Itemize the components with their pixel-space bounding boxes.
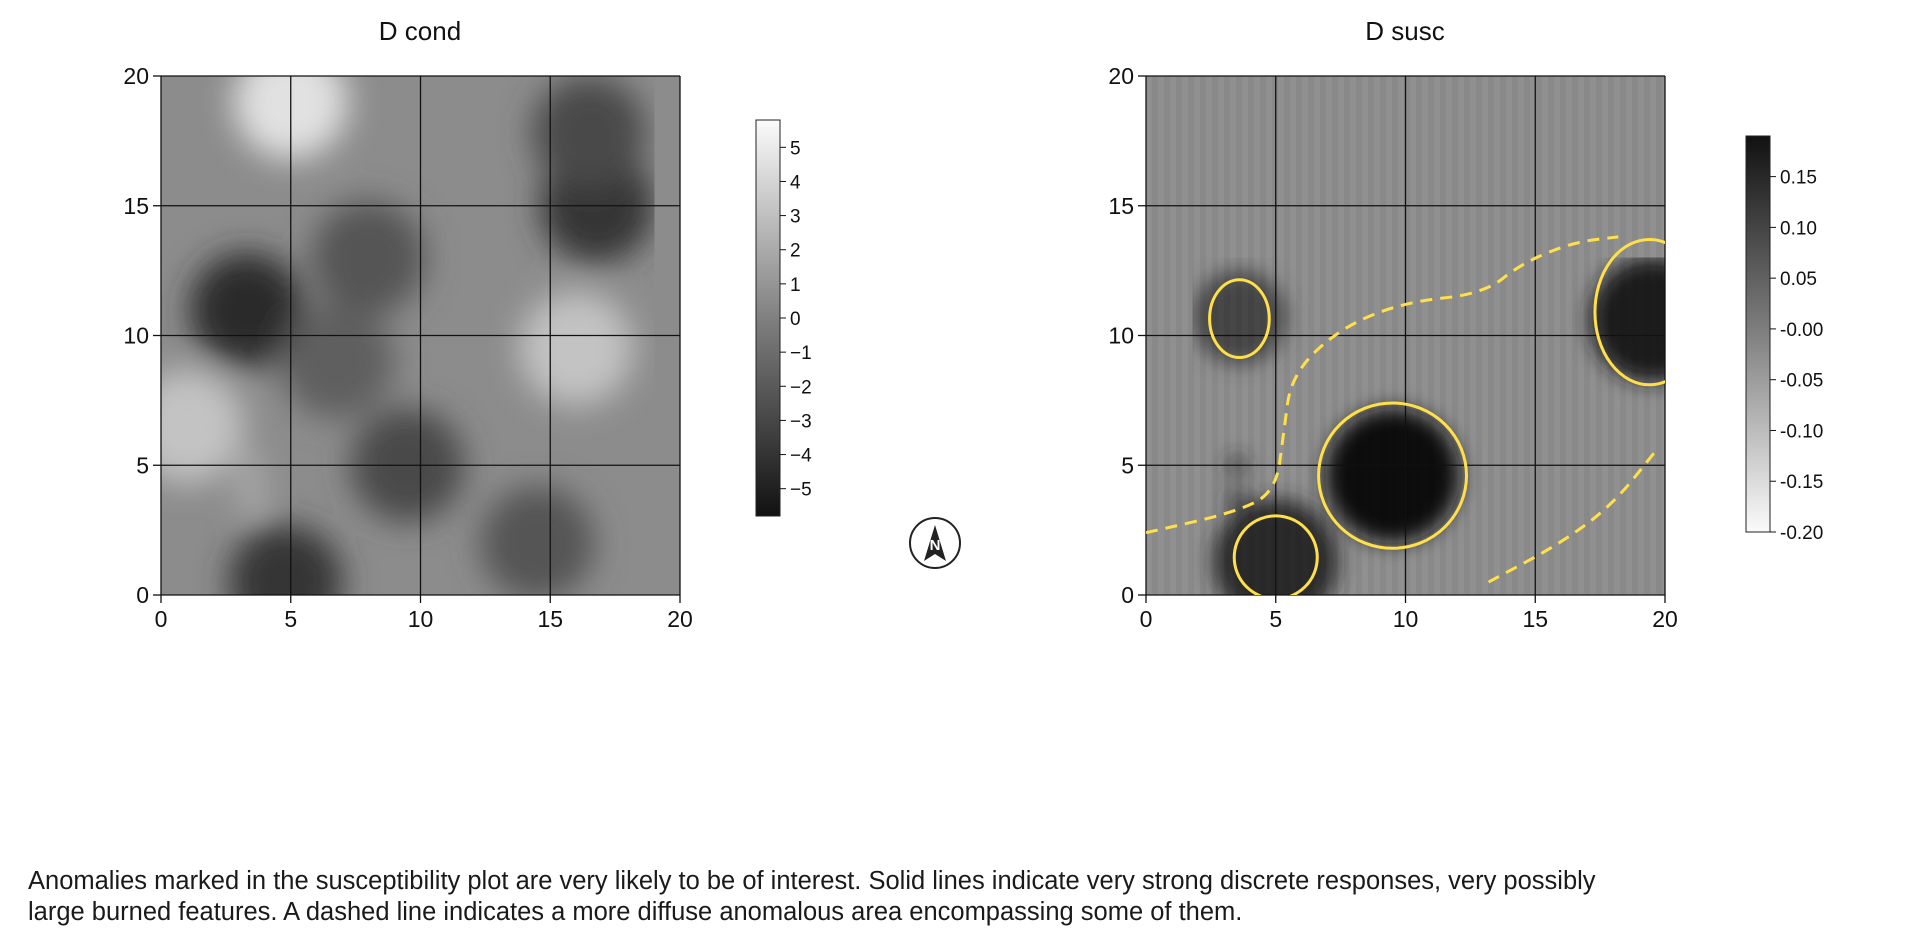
colorbar-gradient [1745,135,1771,533]
heatmap-feature [189,252,304,367]
x-tick-label: 10 [1393,606,1419,632]
heatmap-feature [242,489,261,509]
north-label: N [930,537,941,554]
colorbar-tick-label: 5 [790,138,801,159]
x-tick-label: 5 [1269,606,1282,632]
colorbar-tick-label: -0.00 [1780,320,1823,341]
y-tick-label: 10 [123,323,149,349]
heatmap-feature [532,76,647,191]
colorbar-tick-label: −1 [790,343,812,364]
grid-lines [1145,75,1666,596]
heatmap-feature [280,304,395,419]
x-tick-label: 20 [667,606,693,632]
heatmap-feature [242,458,261,477]
y-tick-label: 0 [1121,582,1134,608]
x-tick-label: 15 [537,606,563,632]
anomaly-annotations [1146,235,1665,595]
colorbar-tick-label: 4 [790,172,801,193]
y-tick-label: 20 [1108,63,1134,89]
anomaly-outline [1317,401,1468,550]
diffuse-area-boundary [1146,235,1619,535]
y-tick-label: 10 [1108,323,1134,349]
colorbar-tick-label: 1 [790,275,801,296]
heatmap-feature [161,369,245,484]
x-tick-label: 5 [284,606,297,632]
colorbar-tick-label: -0.15 [1780,472,1823,493]
colorbar-tick-label: -0.20 [1780,523,1823,544]
anomaly-outline [1593,238,1665,387]
colorbar-tick-label: 0 [790,309,801,330]
colorbar-tick-label: 0.15 [1780,168,1817,189]
colorbar-tick-label: -0.10 [1780,421,1823,442]
colorbar-tick-label: −2 [790,377,812,398]
chart-title: D susc [1365,16,1444,46]
x-tick-label: 0 [1140,606,1153,632]
susceptibility-chart: D susc 0 5 10 15 20 0 5 10 15 20 0.15 0.10 0.05 -0.0… [1108,16,1823,632]
axes: 0 5 10 15 20 0 5 10 15 20 [123,63,692,632]
chart-title: D cond [379,16,461,46]
colorbar-tick-label: 0.10 [1780,218,1817,239]
y-tick-label: 20 [123,63,149,89]
anomaly-outline [1232,514,1319,595]
y-tick-label: 5 [1121,452,1134,478]
y-tick-label: 5 [136,452,149,478]
diffuse-area-boundary [1487,451,1656,584]
x-tick-label: 15 [1522,606,1548,632]
y-tick-label: 0 [136,582,149,608]
colorbar-tick-label: 2 [790,241,801,262]
heatmap-feature [228,524,343,595]
heatmap-feature [480,486,595,595]
figure-caption: Anomalies marked in the susceptibility p… [28,866,1908,928]
axes: 0 5 10 15 20 0 5 10 15 20 [1108,63,1677,632]
heatmap-feature [311,200,426,315]
colorbar: 0.15 0.10 0.05 -0.00 -0.05 -0.10 -0.15 -0.20 [1745,135,1823,544]
colorbar-tick-label: −5 [790,480,812,501]
colorbar: 5 4 3 2 1 0 −1 −2 −3 −4 −5 [755,119,812,517]
caption-line: Anomalies marked in the susceptibility p… [28,867,1596,895]
y-tick-label: 15 [1108,193,1134,219]
y-tick-label: 15 [123,193,149,219]
caption-line: large burned features. A dashed line ind… [28,898,1243,926]
x-tick-label: 10 [408,606,434,632]
colorbar-tick-label: −4 [790,446,812,467]
colorbar-tick-label: −3 [790,411,812,432]
x-tick-label: 20 [1652,606,1678,632]
heatmap-feature [519,291,634,406]
x-tick-label: 0 [155,606,168,632]
anomaly-outline [1208,278,1271,360]
colorbar-tick-label: -0.05 [1780,371,1823,392]
colorbar-gradient [755,119,781,517]
colorbar-tick-label: 3 [790,207,801,228]
north-arrow-icon: N [909,517,961,569]
heatmap-field [161,76,655,595]
colorbar-tick-label: 0.05 [1780,269,1817,290]
